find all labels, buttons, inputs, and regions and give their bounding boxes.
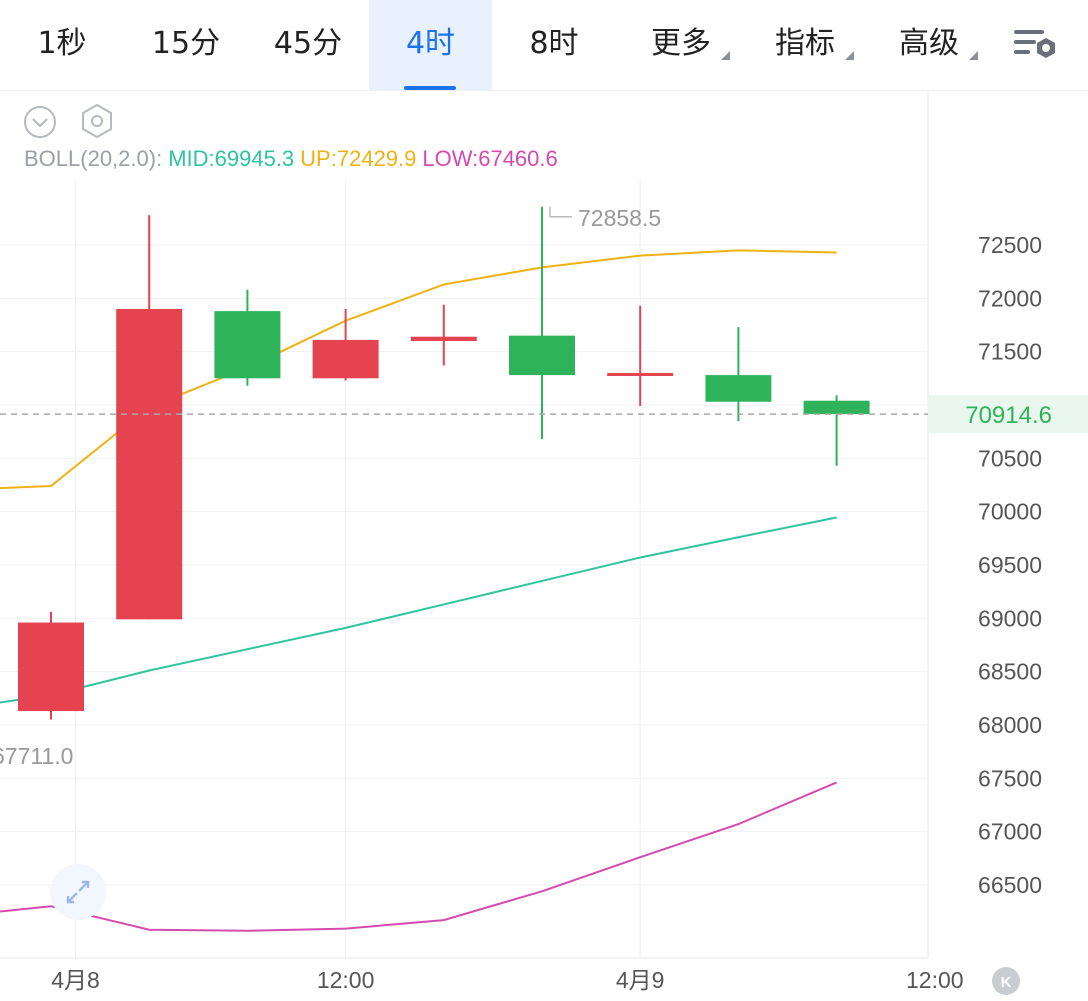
hexagon-settings-icon[interactable] (78, 102, 116, 140)
candle-body (410, 336, 477, 341)
y-tick-label: 69000 (978, 605, 1042, 631)
k-badge-icon[interactable]: K (990, 965, 1022, 997)
y-tick-label: 67000 (978, 819, 1042, 845)
min-marker-label: 67711.0 (0, 743, 73, 769)
x-tick-label: 4月8 (51, 967, 100, 993)
tab-label: 1秒 (37, 26, 87, 61)
boll-mid-value: 69945.3 (214, 146, 295, 171)
tab-label: 8时 (529, 26, 579, 61)
boll-up-line (0, 249, 837, 490)
dropdown-triangle-icon (969, 51, 978, 60)
tab-label: 15分 (151, 26, 221, 61)
tab-label: 更多 (651, 26, 711, 61)
candle-body (18, 622, 84, 712)
boll-up-value: 72429.9 (336, 146, 417, 171)
max-marker-line (549, 206, 572, 218)
last-price-label: 70914.6 (965, 402, 1052, 429)
x-tick-label: 12:00 (317, 967, 375, 993)
y-tick-label: 71000 (978, 392, 1042, 418)
boll-indicator-legend: BOLL(20,2.0): MID:69945.3 UP:72429.9 LOW:67… (24, 146, 564, 172)
boll-mid-label: MID: (168, 146, 215, 171)
tab-1s[interactable]: 1秒 (0, 0, 124, 90)
tab-label: 45分 (273, 26, 343, 61)
candle-body (705, 375, 772, 402)
tab-label: 指标 (775, 26, 835, 61)
candle-body (116, 308, 183, 620)
boll-low-line (0, 781, 837, 932)
y-tick-label: 70500 (978, 445, 1042, 471)
timeframe-tabs: 1秒 15分 45分 4时 8时 更多 指标 高级 (0, 0, 1088, 91)
chart-settings-icon[interactable] (1010, 22, 1062, 66)
x-tick-label: 4月9 (616, 967, 665, 993)
tab-advanced[interactable]: 高级 (884, 0, 978, 90)
tab-4h[interactable]: 4时 (369, 0, 492, 90)
max-marker-label: 72858.5 (578, 205, 661, 231)
tab-label: 4时 (405, 26, 456, 61)
candle-body (803, 400, 870, 415)
tab-more[interactable]: 更多 (636, 0, 730, 90)
tab-15m[interactable]: 15分 (124, 0, 248, 90)
boll-mid-line (0, 516, 837, 704)
y-tick-label: 72000 (978, 285, 1042, 311)
y-tick-label: 70000 (978, 499, 1042, 525)
dropdown-triangle-icon (845, 51, 854, 60)
tab-8h[interactable]: 8时 (492, 0, 616, 90)
chevron-down-circle-icon[interactable] (22, 104, 58, 140)
y-tick-label: 67500 (978, 765, 1042, 791)
y-tick-label: 68500 (978, 659, 1042, 685)
y-tick-label: 66500 (978, 872, 1042, 898)
y-tick-label: 72500 (978, 232, 1042, 258)
candle-body (607, 372, 674, 376)
boll-low-label: LOW: (422, 146, 479, 171)
dropdown-triangle-icon (721, 51, 730, 60)
x-tick-label: 12:00 (906, 967, 964, 993)
tab-indicators[interactable]: 指标 (760, 0, 854, 90)
y-tick-label: 68000 (978, 712, 1042, 738)
k-badge-text: K (1001, 974, 1012, 991)
tab-45m[interactable]: 45分 (246, 0, 370, 90)
candle-body (509, 335, 575, 376)
boll-name: BOLL(20,2.0): (24, 146, 163, 171)
boll-low-value: 67460.6 (478, 146, 558, 171)
last-price-tag (928, 395, 1088, 434)
y-tick-label: 71500 (978, 339, 1042, 365)
y-tick-label: 69500 (978, 552, 1042, 578)
tab-label: 高级 (899, 26, 959, 61)
active-tab-indicator (404, 86, 456, 90)
expand-arrows-icon[interactable] (48, 862, 108, 922)
candle-body (312, 339, 379, 379)
candle-body (214, 311, 281, 379)
boll-up-label: UP: (300, 146, 337, 171)
